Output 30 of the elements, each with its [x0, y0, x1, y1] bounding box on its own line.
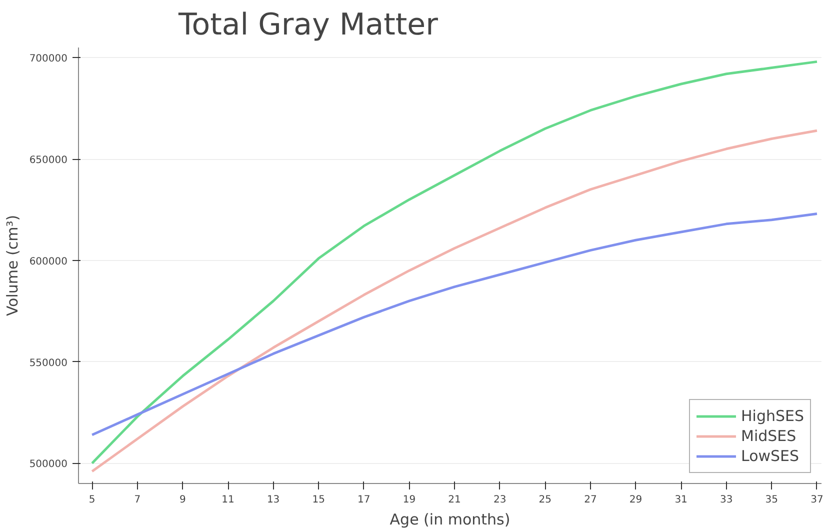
y-tick-label: 650000 [29, 155, 68, 166]
x-tick-label: 23 [493, 494, 506, 506]
line-series [90, 129, 818, 473]
x-tick-label: 33 [720, 494, 733, 506]
y-tick-label: 700000 [29, 54, 68, 65]
x-tick-label: 11 [222, 494, 234, 506]
x-tick-label: 17 [358, 494, 370, 506]
y-tick-label: 500000 [29, 459, 68, 470]
x-tick-label: 15 [312, 494, 325, 506]
x-tick-label: 29 [629, 494, 642, 506]
x-tick-label: 25 [538, 494, 552, 506]
x-tick-label: 35 [765, 494, 778, 506]
x-tick-label: 21 [448, 494, 461, 506]
y-axis-title: Volume (cm³) [3, 214, 22, 316]
legend-label: LowSES [741, 447, 800, 465]
x-tick-label: 7 [134, 494, 141, 506]
chart-title: Total Gray Matter [178, 8, 439, 42]
x-tick-label: 37 [810, 494, 824, 506]
y-tick-label: 600000 [29, 256, 68, 268]
x-tick-label: 31 [674, 494, 688, 506]
x-tick-label: 9 [180, 494, 186, 506]
x-axis-title: Age (in months) [390, 510, 510, 528]
x-tick-label: 19 [402, 494, 416, 506]
line-series [90, 60, 818, 464]
y-tick-label: 550000 [29, 358, 68, 369]
legend-label: MidSES [741, 427, 796, 445]
x-tick-label: 5 [88, 494, 96, 506]
legend-label: HighSES [741, 407, 804, 425]
x-tick-label: 27 [584, 494, 597, 506]
x-tick-label: 13 [266, 494, 280, 506]
